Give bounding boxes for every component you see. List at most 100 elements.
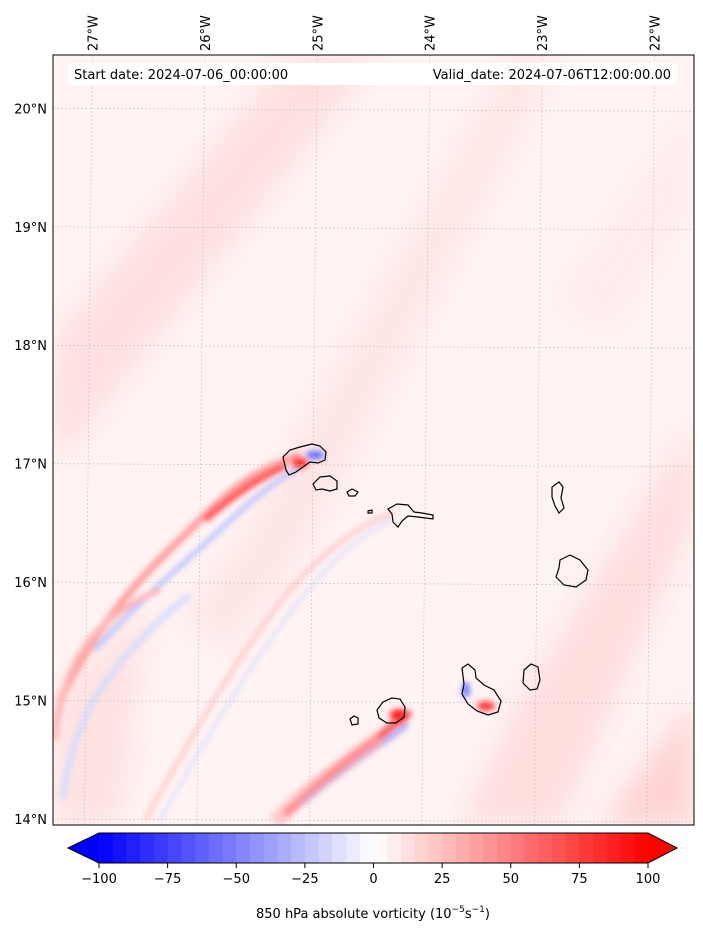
lon-tick-label: 25°W: [311, 15, 326, 51]
colorbar-label-exponent: −5: [452, 905, 465, 915]
colorbar-label: 850 hPa absolute vorticity (10−5s−1): [256, 905, 490, 922]
colorbar-label-end: ): [485, 907, 490, 922]
vorticity-field: [53, 55, 694, 825]
band-center: [180, 55, 560, 650]
colorbar-tick-label: 100: [636, 872, 661, 887]
colorbar-segment: [346, 833, 361, 863]
lon-tick-label: 26°W: [199, 15, 214, 51]
band-se: [600, 700, 694, 825]
lat-tick-label: 20°N: [14, 102, 47, 117]
colorbar-segment: [126, 833, 141, 863]
map-panel: [52, 54, 695, 826]
colorbar-segment: [153, 833, 169, 863]
lat-tick-label: 16°N: [14, 576, 47, 591]
info-box-background: [68, 63, 677, 85]
lon-tick-label: 24°W: [424, 15, 439, 51]
colorbar-segment: [195, 833, 210, 863]
colorbar-segment: [277, 833, 292, 863]
island-santa-luzia: [346, 488, 359, 497]
colorbar-segment: [606, 833, 622, 863]
colorbar-segment: [236, 833, 251, 863]
island-sal: [551, 481, 565, 514]
lat-tick-label: 15°N: [14, 695, 47, 710]
lat-tick-label: 17°N: [14, 458, 47, 473]
colorbar-segment: [469, 833, 484, 863]
colorbar-segment: [400, 833, 416, 863]
colorbar-segment: [634, 833, 649, 863]
island-santo-antao: [282, 443, 327, 476]
parallel-gridline: [53, 700, 694, 704]
meridian-gridline: [84, 55, 93, 825]
parallel-gridline: [53, 226, 694, 231]
colorbar-segment: [387, 833, 402, 863]
lat-tick-labels: 20°N 19°N 18°N 17°N 16°N 15°N 14°N: [14, 102, 47, 828]
island-maio: [522, 663, 541, 691]
colorbar-segment: [428, 833, 443, 863]
island-brava: [349, 715, 359, 726]
colorbar-segment: [112, 833, 128, 863]
colorbar-segment: [510, 833, 526, 863]
streak-sao-nicolau-neg: [158, 518, 393, 821]
colorbar-segment: [579, 833, 594, 863]
start-date-label: Start date: 2024-07-06_00:00:00: [74, 68, 288, 83]
colorbar-segment: [497, 833, 512, 863]
colorbar-segment: [442, 833, 457, 863]
meridian-gridline: [196, 55, 206, 825]
meridian-gridline: [646, 55, 655, 825]
band-east: [460, 420, 694, 825]
colorbar-tick-label: −25: [291, 872, 318, 887]
colorbar-segment: [140, 833, 155, 863]
colorbar-segment: [620, 833, 635, 863]
colorbar-segment: [332, 833, 347, 863]
island-fogo: [376, 697, 406, 724]
colorbar-segment: [167, 833, 182, 863]
colorbar-segment: [291, 833, 306, 863]
parallel-gridline: [53, 108, 694, 112]
blob-santo-antao-blue: [306, 451, 324, 459]
colorbar-tick-label: 0: [369, 872, 377, 887]
map-frame: [52, 54, 695, 826]
streak-santo-antao-neg: [93, 465, 300, 652]
colorbar-segment: [455, 833, 471, 863]
colorbar-tick-label: −50: [223, 872, 250, 887]
lon-tick-label: 27°W: [86, 15, 101, 51]
band-nw: [53, 55, 380, 470]
colorbar-tick-label: 50: [502, 872, 519, 887]
colorbar-tick-label: 25: [434, 872, 451, 887]
colorbar-segment: [249, 833, 265, 863]
colorbar-segment: [524, 833, 539, 863]
meridian-gridline: [308, 55, 318, 825]
streak-west-edge-neg: [59, 592, 192, 801]
parallel-gridline: [53, 581, 694, 586]
colorbar-segment: [318, 833, 333, 863]
island-santiago: [461, 663, 502, 716]
colorbar-segment: [222, 833, 237, 863]
colorbar-segment: [593, 833, 608, 863]
colorbar-segment: [551, 833, 567, 863]
meridian-gridline: [421, 55, 431, 825]
colorbar-segment: [304, 833, 320, 863]
colorbar-segment: [263, 833, 279, 863]
parallel-gridline: [53, 463, 694, 467]
valid-date-label: Valid_date: 2024-07-06T12:00:00.00: [433, 68, 671, 83]
info-box: Start date: 2024-07-06_00:00:00 Valid_da…: [68, 63, 677, 85]
colorbar-tick-label: −75: [154, 872, 181, 887]
meridian-gridline: [533, 55, 543, 825]
streak-santo-antao-strong: [203, 463, 287, 523]
lon-tick-labels: 27°W 26°W 25°W 24°W 23°W 22°W: [86, 15, 663, 51]
streak-sao-nicolau-pos: [143, 510, 396, 821]
lon-tick-label: 22°W: [649, 15, 664, 51]
colorbar-tick-label: −100: [81, 872, 117, 887]
colorbar-label-exponent-2: −1: [472, 905, 485, 915]
colorbar-tick-label: 75: [571, 872, 588, 887]
colorbar-segment: [565, 833, 580, 863]
lon-tick-label: 23°W: [536, 15, 551, 51]
streak-fogo-halo: [269, 731, 385, 825]
gridlines: [53, 55, 694, 825]
colorbar-segments: [99, 833, 649, 863]
colorbar-segment: [99, 833, 114, 863]
colorbar-segment: [181, 833, 196, 863]
colorbar-ticks: −100 −75 −50 −25 0 25 50 75 100: [81, 863, 660, 887]
colorbar-label-unit: s: [465, 907, 472, 922]
